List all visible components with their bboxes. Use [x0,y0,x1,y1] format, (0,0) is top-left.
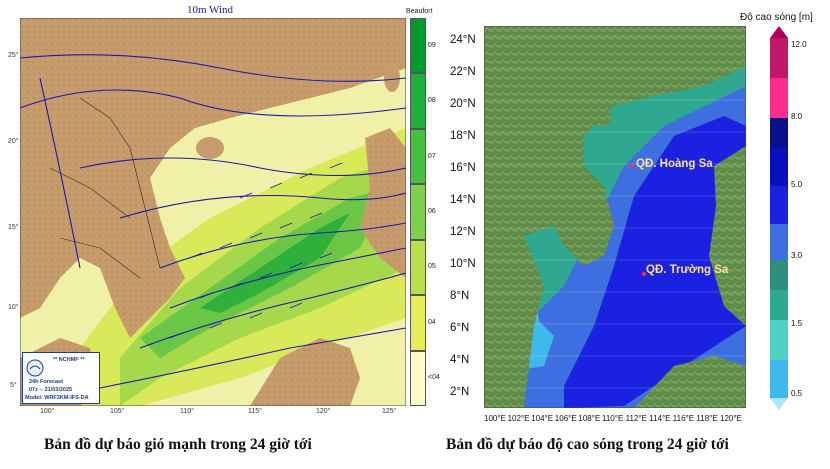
lat-tick: 10°N [450,258,476,270]
beaufort-segment [410,73,426,129]
logo-line2: 07z -- 21/03/2025 [29,387,73,393]
wind-barbs [169,162,343,339]
beaufort-tick: 07 [428,152,436,160]
lon-tick: 105° [110,408,125,415]
lat-tick: 25° [8,52,19,59]
nchmf-logo: ** NCHMF ** 24h Forecast 07z -- 21/03/20… [22,352,100,404]
lat-tick: 6°N [450,322,470,334]
lon-tick: 115° [248,408,262,415]
lon-tick: 114°E [649,414,671,423]
lat-tick: 4°N [450,354,470,366]
beaufort-colorbar [410,18,426,406]
lat-tick: 15° [8,224,19,231]
graticule [484,35,746,389]
beaufort-tick: 06 [428,208,436,215]
wave-tick: 12.0 [791,40,807,49]
wave-tick: 0.5 [791,389,803,398]
wind-map [20,18,406,406]
lat-tick: 20° [8,138,19,145]
lat-tick: 22°N [450,66,476,78]
beaufort-tick: 09 [428,41,436,49]
wave-colorbar [770,26,788,410]
beaufort-tick: 08 [428,97,436,105]
beaufort-segment [410,18,426,74]
borders [49,97,161,279]
isobars [20,54,406,389]
beaufort-tick: 04 [428,318,436,326]
land-taiwan [729,44,739,68]
lon-tick: 110° [180,408,194,415]
land-mainland [20,18,406,338]
wave-tick: 8.0 [791,112,803,121]
wind-zone-8 [200,213,350,313]
lat-tick: 16°N [450,162,476,174]
beaufort-tick: <04 [428,374,440,382]
lat-tick: 20°N [450,98,476,110]
lon-tick: 102°E [507,414,530,423]
lat-tick: 24°N [450,34,476,46]
land-philippines [709,146,746,326]
place-label-truong-sa: QĐ. Trường Sa [646,264,729,276]
place-label-hoang-sa: QĐ. Hoàng Sa [636,158,713,170]
wave-tick: 5.0 [791,180,803,189]
lon-tick: 108°E [578,414,601,423]
lat-tick: 12°N [450,226,476,238]
lon-tick: 106°E [554,414,577,423]
lon-tick: 120°E [720,414,742,423]
logo-org: ** NCHMF ** [53,357,85,363]
beaufort-segment [410,350,426,406]
beaufort-segment [410,295,426,351]
lon-tick: 104°E [531,414,554,423]
logo-line3: Model: WRF3KM-IFS-DA [25,395,89,401]
lon-tick: 100° [40,408,55,415]
lat-tick: 14°N [450,194,476,206]
beaufort-segment [410,184,426,240]
lat-tick: 5° [10,382,17,389]
wind-map-title: 10m Wind [186,4,234,16]
nchmf-emblem-icon [26,359,44,377]
wave-tick: 3.0 [791,251,803,260]
beaufort-legend-title: Beaufort [406,8,433,15]
land-taiwan [384,64,400,92]
lat-tick: 18°N [450,130,476,142]
land-hainan [593,110,611,126]
wave-map-caption: Bản đồ dự báo độ cao sóng trong 24 giờ t… [446,436,729,453]
land-hainan [196,137,224,159]
land-peninsula [484,226,544,408]
lon-tick: 116°E [672,414,695,423]
truong-sa-marker [642,272,646,276]
wave-legend-title: Độ cao sóng [m] [740,12,813,23]
wave-tick: 1.5 [791,319,803,328]
wave-zone-3-5m [564,116,746,408]
wave-map [484,26,746,408]
beaufort-segment [410,128,426,185]
lon-tick: 118°E [696,414,718,423]
hoang-sa-marker [630,164,634,168]
land-philippines [360,128,406,278]
beaufort-tick: 05 [428,263,436,271]
lon-tick: 100°E [484,414,506,423]
beaufort-segment [410,239,426,296]
lon-tick: 112°E [625,414,647,423]
land-borneo [250,338,360,406]
lat-tick: 8°N [450,290,470,302]
land-mainland [484,26,746,266]
lon-tick: 125° [382,408,397,415]
logo-line1: 24h Forecast [29,379,63,385]
lon-tick: 120° [316,408,331,415]
lon-tick: 110°E [602,414,624,423]
lat-tick: 2°N [450,386,470,398]
lat-tick: 10° [8,304,19,311]
land-borneo [634,356,746,408]
wind-map-caption: Bản đồ dự báo gió mạnh trong 24 giờ tới [44,436,312,453]
